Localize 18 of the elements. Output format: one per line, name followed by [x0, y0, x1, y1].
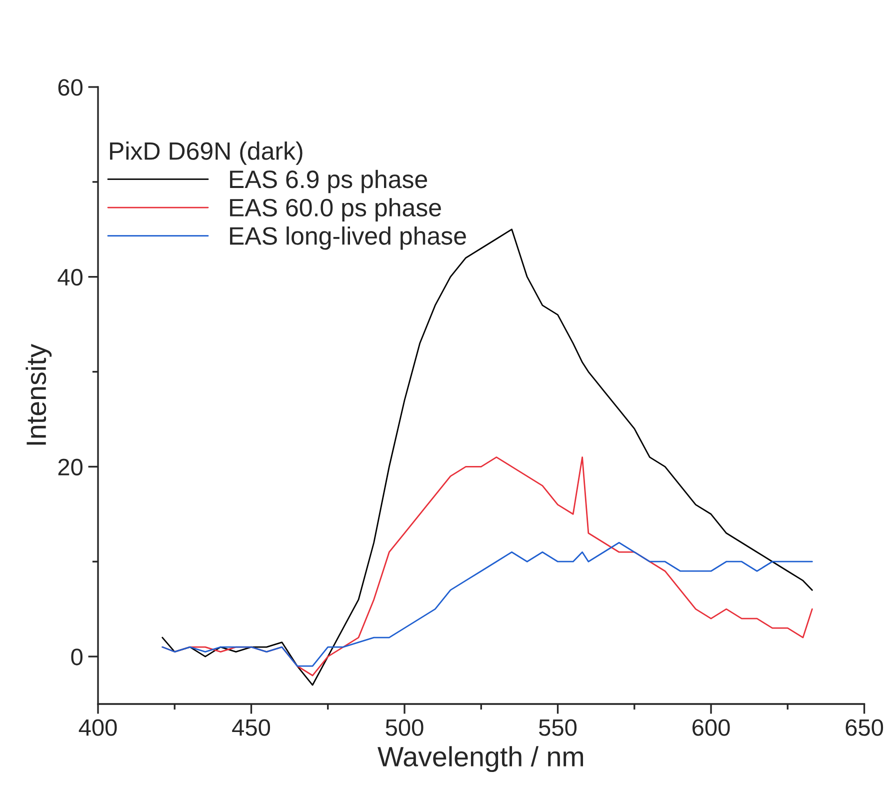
legend-title: PixD D69N (dark): [110, 142, 302, 165]
y-tick-label: 40: [58, 268, 83, 286]
x-tick-label: 550: [539, 719, 577, 736]
y-tick-label: 20: [58, 458, 83, 476]
legend-label: EAS long-lived phase: [230, 226, 466, 250]
legend-label: EAS 60.0 ps phase: [230, 198, 441, 222]
x-tick-label: 650: [846, 719, 884, 736]
x-tick-label: 500: [386, 719, 424, 736]
x-tick-label: 450: [232, 719, 270, 736]
x-tick-label: 400: [78, 719, 117, 736]
x-axis-title: Wavelength / nm: [378, 746, 584, 772]
y-tick-label: 60: [58, 79, 83, 96]
y-axis-title: Intensity: [26, 344, 52, 445]
y-tick-label: 0: [71, 648, 83, 666]
line-series: [162, 228, 813, 686]
x-tick-label: 600: [692, 719, 730, 736]
legend-label: EAS 6.9 ps phase: [230, 170, 428, 194]
line-series: [162, 542, 813, 667]
